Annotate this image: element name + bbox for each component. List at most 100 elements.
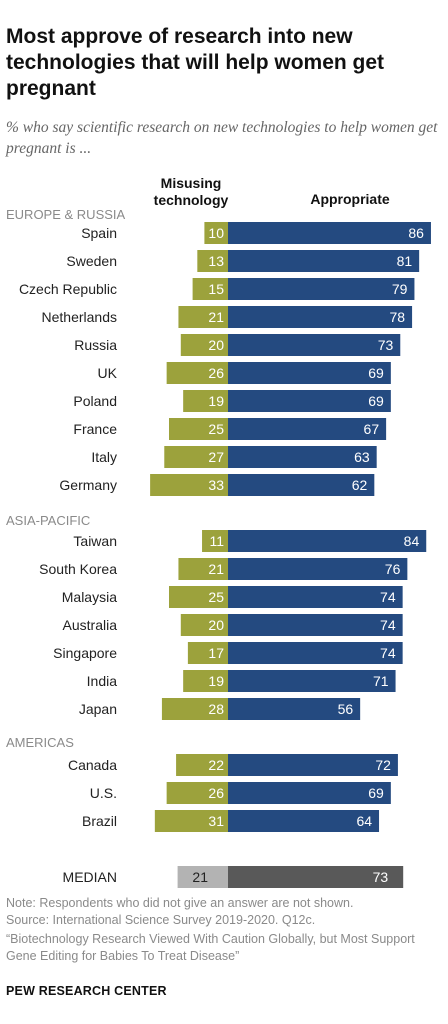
value-label-misusing: 13	[208, 253, 224, 269]
value-label-appropriate: 69	[368, 393, 384, 409]
value-label-appropriate: 71	[373, 673, 389, 689]
bar-misusing	[204, 222, 228, 244]
bar-appropriate	[228, 446, 377, 468]
bar-misusing	[192, 278, 228, 300]
country-label: Netherlands	[42, 309, 118, 325]
value-label-misusing: 33	[208, 477, 224, 493]
bar-misusing	[187, 642, 228, 664]
bar-misusing	[183, 670, 228, 692]
bar-misusing	[197, 250, 228, 272]
country-label: Italy	[91, 449, 117, 465]
bar-misusing	[176, 754, 228, 776]
country-row: Netherlands 21 78	[42, 306, 413, 328]
bar-misusing	[166, 362, 228, 384]
region-label: AMERICAS	[6, 735, 74, 750]
bar-appropriate	[228, 782, 391, 804]
value-label-appropriate: 86	[408, 225, 424, 241]
country-row: Spain 10 86	[81, 222, 431, 244]
value-label-appropriate: 64	[356, 813, 372, 829]
region-label: ASIA-PACIFIC	[6, 513, 90, 528]
footnote-citation: “Biotechnology Research Viewed With Caut…	[6, 932, 415, 963]
value-label-misusing: 20	[208, 337, 224, 353]
bar-misusing	[164, 446, 228, 468]
country-row: Italy 27 63	[91, 446, 377, 468]
value-label-appropriate: 84	[404, 533, 420, 549]
country-row: Malaysia 25 74	[62, 586, 403, 608]
value-label-appropriate: 67	[364, 421, 380, 437]
country-label: Germany	[59, 477, 117, 493]
value-label-misusing: 26	[208, 365, 224, 381]
value-label-appropriate: 73	[378, 337, 394, 353]
country-row: France 25 67	[73, 418, 387, 440]
bar-misusing	[202, 530, 228, 552]
value-label-appropriate: 69	[368, 785, 384, 801]
bar-misusing	[169, 418, 228, 440]
value-label-misusing: 11	[209, 533, 224, 549]
country-label: Malaysia	[62, 589, 117, 605]
country-label: Japan	[79, 701, 117, 717]
value-label-appropriate: 69	[368, 365, 384, 381]
country-row: U.S. 26 69	[90, 782, 391, 804]
bar-appropriate	[228, 670, 396, 692]
value-label-misusing: 25	[208, 589, 224, 605]
bar-appropriate	[228, 558, 408, 580]
median-row: MEDIAN 21 73	[63, 866, 404, 888]
country-row: Japan 28 56	[79, 698, 361, 720]
country-row: Taiwan 11 84	[73, 530, 427, 552]
country-row: UK 26 69	[98, 362, 391, 384]
chart-groups: EUROPE & RUSSIA Spain 10 86 Sweden 13 81 Czech …	[6, 207, 431, 832]
bar-appropriate	[228, 530, 427, 552]
series-header-appropriate: Appropriate	[310, 191, 390, 207]
bar-appropriate	[228, 278, 415, 300]
country-label: Taiwan	[73, 533, 117, 549]
country-row: Germany 33 62	[59, 474, 375, 496]
chart-title: Most approve of research into new techno…	[6, 25, 385, 100]
bar-appropriate	[228, 698, 361, 720]
value-label-misusing: 21	[208, 309, 224, 325]
bar-appropriate	[228, 586, 403, 608]
value-label-misusing: 27	[208, 449, 224, 465]
value-label-misusing: 21	[208, 561, 224, 577]
country-label: Brazil	[82, 813, 117, 829]
country-row: India 19 71	[87, 670, 396, 692]
country-row: Czech Republic 15 79	[19, 278, 415, 300]
value-label-misusing: 15	[208, 281, 224, 297]
bar-misusing	[166, 782, 228, 804]
country-row: Sweden 13 81	[66, 250, 420, 272]
value-label-misusing: 25	[208, 421, 224, 437]
value-label-misusing: 17	[208, 645, 224, 661]
value-label-appropriate: 76	[385, 561, 401, 577]
bar-appropriate	[228, 754, 398, 776]
diverging-bar-chart: Misusing technology Appropriate EUROPE & R…	[6, 175, 431, 888]
country-label: Canada	[68, 757, 117, 773]
value-label-misusing: 22	[208, 757, 224, 773]
value-label-appropriate: 79	[392, 281, 408, 297]
bar-misusing	[183, 390, 228, 412]
country-row: Canada 22 72	[68, 754, 398, 776]
bar-misusing	[180, 614, 228, 636]
country-label: Russia	[74, 337, 117, 353]
value-label-appropriate: 62	[352, 477, 368, 493]
country-label: Spain	[81, 225, 117, 241]
bar-median-appropriate	[228, 866, 404, 888]
country-label: U.S.	[90, 785, 117, 801]
value-label-appropriate: 63	[354, 449, 370, 465]
value-label-appropriate: 81	[397, 253, 413, 269]
region-group: EUROPE & RUSSIA Spain 10 86 Sweden 13 81 Czech …	[6, 207, 431, 496]
brand-logo-text: PEW RESEARCH CENTER	[6, 984, 167, 998]
footnote-note: Note: Respondents who did not give an an…	[6, 896, 354, 910]
bar-misusing	[161, 698, 228, 720]
chart-subtitle: % who say scientific research on new tec…	[6, 119, 438, 157]
country-label: Sweden	[66, 253, 117, 269]
bar-appropriate	[228, 306, 413, 328]
country-row: Russia 20 73	[74, 334, 401, 356]
country-label: South Korea	[39, 561, 117, 577]
country-row: Singapore 17 74	[53, 642, 403, 664]
region-group: ASIA-PACIFIC Taiwan 11 84 South Korea 21 76 Mal…	[6, 513, 427, 720]
value-label-misusing: 26	[208, 785, 224, 801]
value-label-misusing: 10	[208, 225, 224, 241]
country-row: Poland 19 69	[73, 390, 391, 412]
bar-median-misusing	[177, 866, 228, 888]
bar-appropriate	[228, 810, 380, 832]
value-label-misusing: 31	[208, 813, 224, 829]
